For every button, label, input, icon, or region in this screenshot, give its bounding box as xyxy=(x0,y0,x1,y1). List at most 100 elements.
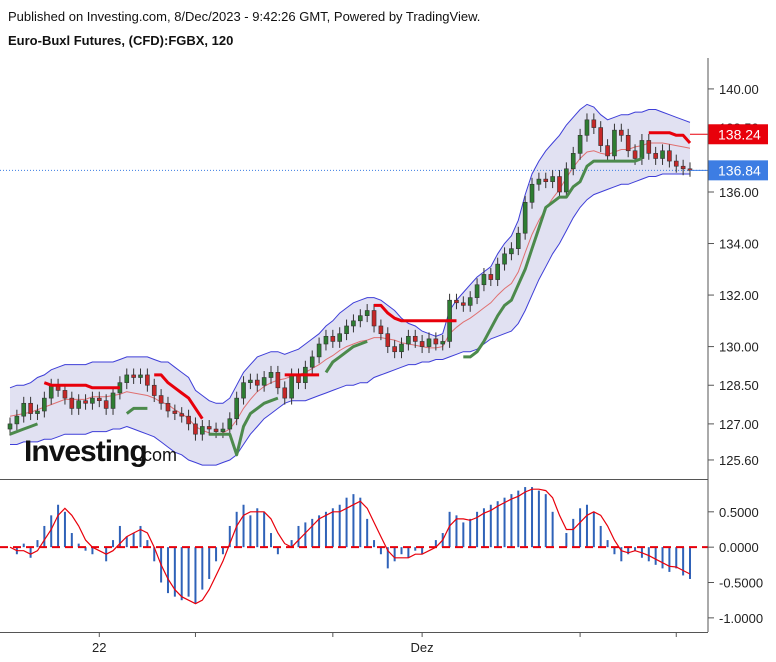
price-label-box xyxy=(708,124,768,145)
candle xyxy=(591,113,597,135)
candle xyxy=(351,314,356,333)
candle-body xyxy=(337,333,342,342)
candle xyxy=(200,420,205,441)
candle-body xyxy=(42,397,47,412)
candle-body xyxy=(625,135,631,152)
candle xyxy=(406,329,411,351)
candle xyxy=(21,396,27,423)
bollinger-basis-line xyxy=(9,142,691,435)
candle-body xyxy=(502,253,507,265)
candle xyxy=(529,177,535,209)
candle xyxy=(234,391,239,426)
candle xyxy=(625,128,631,158)
candle-body xyxy=(564,168,569,193)
price-label-box xyxy=(708,160,768,181)
candle-body xyxy=(165,402,171,412)
candle xyxy=(241,376,246,405)
candle-body xyxy=(48,384,54,399)
candle xyxy=(536,172,542,191)
candle-body xyxy=(550,176,555,182)
candle-body xyxy=(35,410,40,414)
candle xyxy=(385,327,391,354)
candle xyxy=(474,278,480,305)
candle xyxy=(90,391,95,410)
candle-body xyxy=(509,248,514,255)
candle xyxy=(309,350,315,374)
candle xyxy=(268,365,274,384)
candle-body xyxy=(454,299,459,304)
logo-suffix-text: .com xyxy=(138,445,177,465)
price-axis-label: 125.60 xyxy=(719,453,759,468)
candle-body xyxy=(206,426,212,430)
candle-body xyxy=(69,397,75,409)
stop-line-red xyxy=(154,373,204,420)
candle xyxy=(316,337,322,364)
candle-body xyxy=(612,129,617,157)
price-label: 138.24 xyxy=(690,124,768,145)
candle xyxy=(145,368,150,392)
candle-body xyxy=(21,402,27,417)
candle xyxy=(605,139,610,163)
stop-line-red xyxy=(43,381,120,390)
candle-body xyxy=(138,374,143,378)
candle xyxy=(543,172,549,189)
candle xyxy=(392,340,397,359)
candle-body xyxy=(96,397,102,401)
candle-body xyxy=(577,135,583,154)
investing-logo: Investing .com xyxy=(24,435,177,468)
candle xyxy=(179,407,185,423)
price-panel: 140.00138.50136.00134.00132.00130.00128.… xyxy=(0,82,768,468)
candle xyxy=(28,396,33,421)
published-caption: Published on Investing.com, 8/Dec/2023 -… xyxy=(8,9,481,24)
price-axis-label: 130.00 xyxy=(719,340,759,355)
candle-body xyxy=(275,372,281,389)
price-label: 136.84 xyxy=(690,160,768,181)
candle xyxy=(612,123,617,163)
candle-body xyxy=(660,150,665,159)
candle-body xyxy=(619,129,624,136)
price-axis-label: 140.00 xyxy=(719,82,759,97)
candle-body xyxy=(419,341,425,347)
candle xyxy=(371,304,377,333)
candle xyxy=(502,247,507,271)
candle xyxy=(138,368,143,384)
oscillator-axis-label: 0.0000 xyxy=(719,540,759,555)
candle xyxy=(467,291,473,312)
candle-body xyxy=(110,392,116,409)
price-axis-label: 134.00 xyxy=(719,237,759,252)
candle xyxy=(378,319,384,341)
candle-body xyxy=(145,374,150,386)
candle xyxy=(275,365,281,395)
candle-body xyxy=(200,426,205,435)
candle xyxy=(433,332,439,351)
candle-body xyxy=(378,325,384,335)
candle-body xyxy=(213,428,219,432)
candle xyxy=(454,293,459,310)
candle-body xyxy=(131,374,136,378)
candle xyxy=(323,329,329,351)
candle xyxy=(96,391,102,408)
candle-body xyxy=(323,335,329,345)
candle xyxy=(399,337,404,359)
candle-body xyxy=(227,418,233,430)
candle-body xyxy=(536,178,542,185)
candle xyxy=(172,404,178,421)
bollinger-lower-line xyxy=(10,173,690,466)
candle-body xyxy=(570,153,576,170)
candle xyxy=(481,268,487,292)
candle xyxy=(577,128,583,160)
candle-body xyxy=(481,274,487,286)
candle-body xyxy=(179,413,185,417)
candle-body xyxy=(76,400,81,409)
candle-body xyxy=(653,153,658,159)
candle-body xyxy=(646,140,652,154)
candle xyxy=(488,268,494,287)
candle-body xyxy=(605,145,610,157)
price-axis-label: 132.00 xyxy=(719,288,759,303)
candle-body xyxy=(467,297,473,306)
candle-body xyxy=(399,343,404,353)
candle-body xyxy=(433,338,439,345)
bollinger-upper-line xyxy=(9,103,691,404)
candle xyxy=(206,420,212,436)
